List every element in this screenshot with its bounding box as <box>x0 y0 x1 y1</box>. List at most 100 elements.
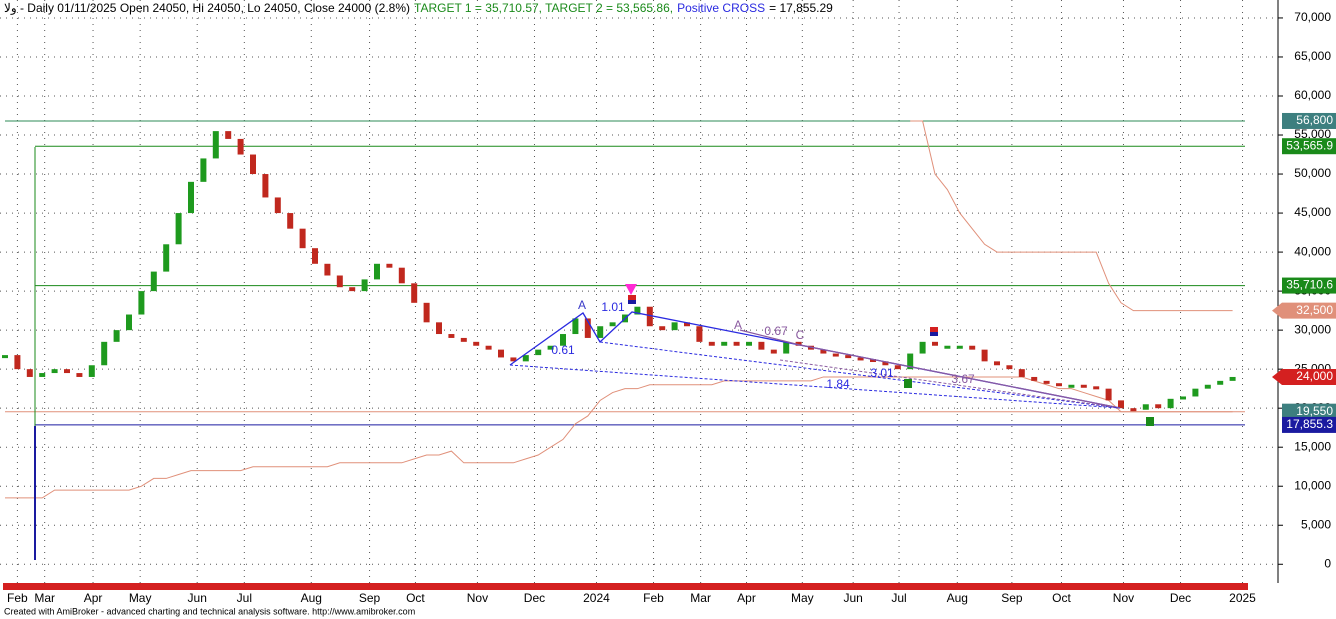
title-part: ولا - Daily 01/11/2025 Open 24050, Hi 24… <box>4 1 410 15</box>
candle <box>374 263 380 280</box>
y-tick-label: 50,000 <box>1294 166 1331 180</box>
candle <box>51 369 58 374</box>
x-tick-label: May <box>791 591 814 605</box>
candle <box>1043 380 1050 384</box>
candle <box>1018 369 1025 377</box>
candle <box>932 341 938 346</box>
x-tick-label: Apr <box>84 591 103 605</box>
candle <box>1204 384 1211 389</box>
level-tag <box>1282 112 1336 129</box>
pattern-label: 0.67 <box>764 324 788 338</box>
y-tick-label: 65,000 <box>1294 49 1331 63</box>
x-tick-label: Sep <box>1001 591 1023 605</box>
x-tick-label: Jul <box>891 591 906 605</box>
candle <box>1142 404 1149 410</box>
level-value: 56,800 <box>1296 113 1333 127</box>
candle <box>113 330 120 342</box>
y-tick-label: 15,000 <box>1294 439 1331 453</box>
candle <box>535 349 542 356</box>
pattern-label: 1.01 <box>601 300 625 314</box>
chart-title: ولا - Daily 01/11/2025 Open 24050, Hi 24… <box>4 1 833 15</box>
candle <box>1180 396 1186 400</box>
candle <box>423 302 430 323</box>
candle <box>188 181 194 214</box>
candle <box>584 318 591 338</box>
x-tick-label: 2024 <box>583 591 610 605</box>
candle <box>76 373 83 377</box>
pattern-label: 3.67 <box>951 372 975 386</box>
candle <box>88 365 95 377</box>
stop-line <box>910 120 1233 312</box>
candle <box>820 349 827 354</box>
candle <box>733 341 740 346</box>
x-tick-label: Nov <box>1113 591 1134 605</box>
x-tick-label: Sep <box>359 591 381 605</box>
candle <box>832 353 839 357</box>
candle <box>770 349 777 354</box>
title-part: = 17,855.29 <box>769 1 833 15</box>
level-label: 24,000 <box>1272 368 1336 385</box>
x-tick-label: Feb <box>643 591 664 605</box>
y-tick-label: 40,000 <box>1294 244 1331 258</box>
candle <box>411 283 418 303</box>
candle <box>609 322 616 327</box>
level-label: 32,500 <box>1272 302 1336 319</box>
level-value: 32,500 <box>1296 303 1333 317</box>
candle <box>956 345 963 349</box>
level-value: 53,565.9 <box>1286 138 1333 152</box>
candle <box>1006 365 1013 370</box>
candle <box>436 322 442 335</box>
candle <box>460 337 467 342</box>
candle <box>981 349 988 362</box>
candle <box>882 361 889 366</box>
candle <box>2 355 8 359</box>
candle <box>708 341 715 346</box>
plot-area <box>0 0 1278 583</box>
pattern-label: 3.01 <box>870 366 894 380</box>
candle <box>39 373 46 377</box>
candle <box>1031 376 1038 381</box>
candle <box>1105 388 1112 401</box>
y-tick-label: 55,000 <box>1294 127 1331 141</box>
candle <box>969 345 976 350</box>
candle <box>634 306 641 315</box>
pattern-label: A <box>734 318 742 332</box>
candle <box>312 248 318 264</box>
y-tick-label: 10,000 <box>1294 478 1331 492</box>
level-value: 19,550 <box>1296 404 1333 418</box>
candle <box>696 326 703 342</box>
y-tick-label: 0 <box>1324 556 1331 570</box>
candle <box>138 291 145 315</box>
candle <box>1068 384 1075 388</box>
candle <box>597 326 604 338</box>
candle <box>398 267 405 284</box>
candle <box>163 244 170 272</box>
candle <box>1130 408 1137 412</box>
footer: Created with AmiBroker - advanced charti… <box>4 606 415 616</box>
candle <box>200 158 207 182</box>
candle <box>64 369 70 374</box>
candle <box>101 341 108 366</box>
candle <box>721 341 728 346</box>
candle <box>1155 404 1162 409</box>
candle <box>262 174 269 198</box>
candle <box>175 213 182 245</box>
candle <box>1080 384 1087 388</box>
candle <box>150 271 157 292</box>
candle <box>287 213 294 229</box>
candle <box>572 318 579 335</box>
pattern-label: A <box>578 298 586 312</box>
title-part: TARGET 1 = 35,710.57, TARGET 2 = 53,565.… <box>414 1 673 15</box>
candle <box>324 263 331 276</box>
candle <box>907 353 914 370</box>
candle <box>684 322 690 327</box>
candle <box>498 349 504 358</box>
x-tick-label: Jun <box>843 591 862 605</box>
x-tick-label: May <box>129 591 152 605</box>
pattern-label: 0.61 <box>551 343 575 357</box>
level-label: 35,710.6 <box>1282 277 1336 294</box>
candle <box>225 131 232 139</box>
candle <box>659 326 666 331</box>
x-tick-label: Nov <box>467 591 488 605</box>
